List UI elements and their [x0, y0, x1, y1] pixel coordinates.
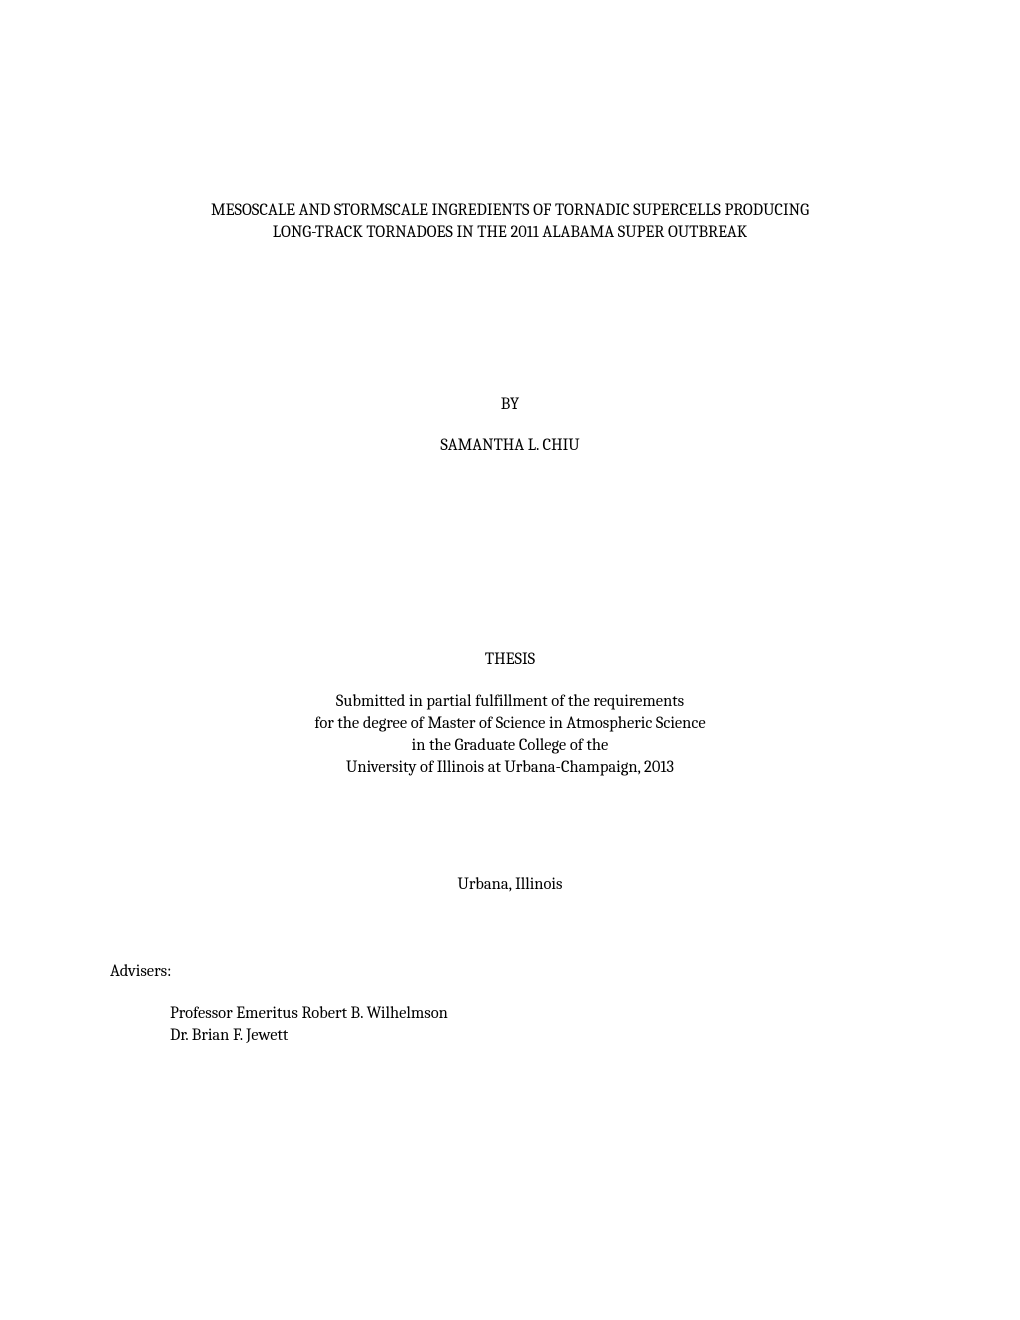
- author-name: SAMANTHA L. CHIU: [110, 436, 910, 455]
- fulfillment-statement: Submitted in partial fulfillment of the …: [110, 691, 910, 780]
- advisers-label: Advisers:: [110, 962, 910, 981]
- fulfillment-line-4: University of Illinois at Urbana-Champai…: [110, 757, 910, 779]
- location: Urbana, Illinois: [110, 875, 910, 894]
- title-line-1: MESOSCALE AND STORMSCALE INGREDIENTS OF …: [110, 200, 910, 222]
- fulfillment-line-1: Submitted in partial fulfillment of the …: [110, 691, 910, 713]
- fulfillment-line-2: for the degree of Master of Science in A…: [110, 713, 910, 735]
- adviser-item: Professor Emeritus Robert B. Wilhelmson: [170, 1003, 910, 1025]
- advisers-list: Professor Emeritus Robert B. Wilhelmson …: [110, 1003, 910, 1048]
- thesis-label: THESIS: [110, 650, 910, 669]
- thesis-title: MESOSCALE AND STORMSCALE INGREDIENTS OF …: [110, 200, 910, 245]
- title-line-2: LONG-TRACK TORNADOES IN THE 2011 ALABAMA…: [110, 222, 910, 244]
- fulfillment-line-3: in the Graduate College of the: [110, 735, 910, 757]
- adviser-item: Dr. Brian F. Jewett: [170, 1025, 910, 1047]
- by-label: BY: [110, 395, 910, 414]
